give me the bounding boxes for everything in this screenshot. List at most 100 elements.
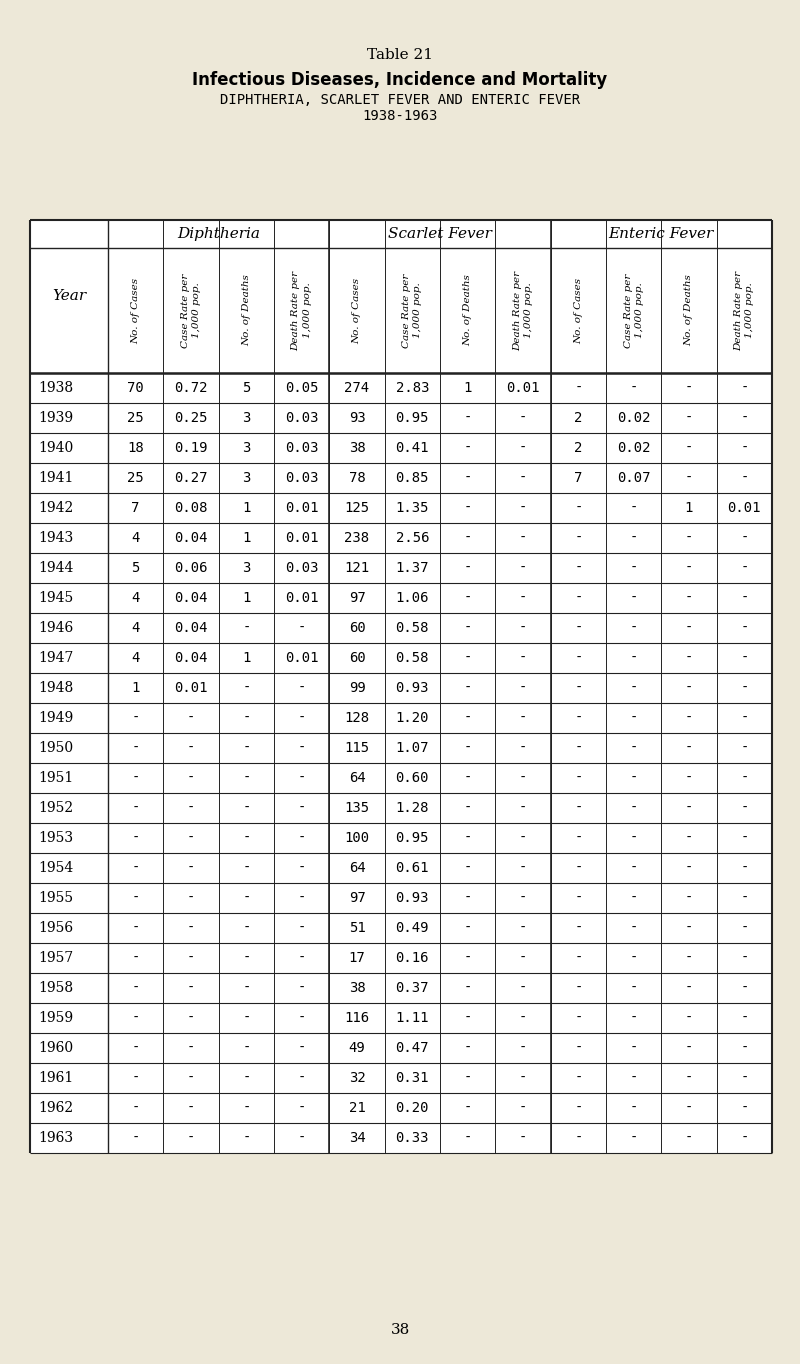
Text: -: -	[740, 951, 749, 964]
Text: -: -	[519, 591, 527, 606]
Text: 121: 121	[345, 561, 370, 576]
Text: -: -	[463, 801, 472, 816]
Text: No. of Deaths: No. of Deaths	[463, 274, 472, 346]
Text: 1945: 1945	[38, 591, 74, 606]
Text: -: -	[242, 711, 250, 726]
Text: -: -	[740, 801, 749, 816]
Text: 1: 1	[242, 531, 250, 546]
Text: -: -	[740, 831, 749, 846]
Text: 0.03: 0.03	[285, 471, 318, 486]
Text: 0.25: 0.25	[174, 411, 208, 426]
Text: 135: 135	[345, 801, 370, 816]
Text: -: -	[131, 1071, 140, 1084]
Text: -: -	[187, 1071, 195, 1084]
Text: 274: 274	[345, 381, 370, 396]
Text: No. of Cases: No. of Cases	[353, 277, 362, 344]
Text: 238: 238	[345, 531, 370, 546]
Text: -: -	[740, 861, 749, 874]
Text: -: -	[187, 1101, 195, 1114]
Text: 1: 1	[242, 651, 250, 666]
Text: 1956: 1956	[38, 921, 73, 934]
Text: -: -	[630, 861, 638, 874]
Text: 0.47: 0.47	[395, 1041, 429, 1054]
Text: -: -	[131, 711, 140, 726]
Text: 3: 3	[242, 411, 250, 426]
Text: -: -	[574, 861, 582, 874]
Text: 0.95: 0.95	[395, 411, 429, 426]
Text: -: -	[740, 651, 749, 666]
Text: 1.35: 1.35	[395, 501, 429, 516]
Text: -: -	[298, 711, 306, 726]
Text: -: -	[463, 411, 472, 426]
Text: -: -	[685, 531, 693, 546]
Text: -: -	[298, 1041, 306, 1054]
Text: 1961: 1961	[38, 1071, 74, 1084]
Text: 1953: 1953	[38, 831, 73, 846]
Text: 0.60: 0.60	[395, 771, 429, 786]
Text: 1960: 1960	[38, 1041, 73, 1054]
Text: -: -	[574, 951, 582, 964]
Text: -: -	[242, 1071, 250, 1084]
Text: -: -	[463, 891, 472, 904]
Text: 38: 38	[390, 1323, 410, 1337]
Text: 0.04: 0.04	[174, 591, 208, 606]
Text: -: -	[740, 471, 749, 486]
Text: -: -	[242, 1101, 250, 1114]
Text: -: -	[685, 891, 693, 904]
Text: 1946: 1946	[38, 621, 74, 636]
Text: 0.01: 0.01	[174, 681, 208, 696]
Text: 2.83: 2.83	[395, 381, 429, 396]
Text: -: -	[187, 921, 195, 934]
Text: 18: 18	[127, 441, 144, 456]
Text: 1943: 1943	[38, 531, 74, 546]
Text: -: -	[630, 1131, 638, 1144]
Text: -: -	[574, 1101, 582, 1114]
Text: -: -	[131, 921, 140, 934]
Text: -: -	[131, 1131, 140, 1144]
Text: -: -	[463, 471, 472, 486]
Text: 1941: 1941	[38, 471, 74, 486]
Text: 0.20: 0.20	[395, 1101, 429, 1114]
Text: 1938: 1938	[38, 381, 73, 396]
Text: 0.61: 0.61	[395, 861, 429, 874]
Text: -: -	[685, 441, 693, 456]
Text: -: -	[740, 381, 749, 396]
Text: -: -	[242, 831, 250, 846]
Text: 0.03: 0.03	[285, 441, 318, 456]
Text: -: -	[463, 1101, 472, 1114]
Text: -: -	[242, 891, 250, 904]
Text: 2: 2	[574, 441, 582, 456]
Text: 1: 1	[685, 501, 693, 516]
Text: 0.37: 0.37	[395, 981, 429, 994]
Text: -: -	[630, 741, 638, 756]
Text: No. of Cases: No. of Cases	[574, 277, 583, 344]
Text: -: -	[574, 651, 582, 666]
Text: -: -	[463, 1131, 472, 1144]
Text: No. of Deaths: No. of Deaths	[685, 274, 694, 346]
Text: 116: 116	[345, 1011, 370, 1024]
Text: -: -	[630, 591, 638, 606]
Text: -: -	[740, 1101, 749, 1114]
Text: -: -	[740, 681, 749, 696]
Text: 0.58: 0.58	[395, 621, 429, 636]
Text: -: -	[574, 741, 582, 756]
Text: -: -	[463, 561, 472, 576]
Text: -: -	[685, 1071, 693, 1084]
Text: -: -	[685, 1101, 693, 1114]
Text: 25: 25	[127, 411, 144, 426]
Text: -: -	[298, 681, 306, 696]
Text: 1.11: 1.11	[395, 1011, 429, 1024]
Text: 1942: 1942	[38, 501, 74, 516]
Text: 25: 25	[127, 471, 144, 486]
Text: -: -	[685, 1131, 693, 1144]
Text: -: -	[630, 771, 638, 786]
Text: -: -	[630, 381, 638, 396]
Text: -: -	[242, 981, 250, 994]
Text: -: -	[187, 801, 195, 816]
Text: -: -	[685, 411, 693, 426]
Text: 0.93: 0.93	[395, 891, 429, 904]
Text: -: -	[519, 741, 527, 756]
Text: -: -	[685, 651, 693, 666]
Text: -: -	[131, 891, 140, 904]
Text: -: -	[685, 981, 693, 994]
